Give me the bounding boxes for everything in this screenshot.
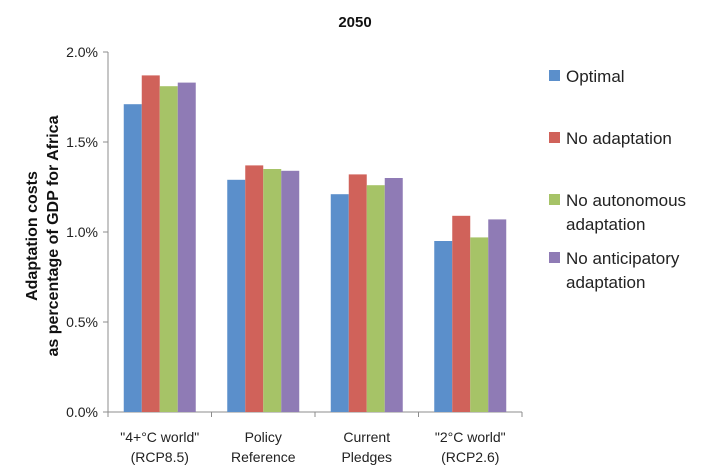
x-tick-label: (RCP8.5) — [131, 449, 189, 465]
x-tick-label: Pledges — [341, 449, 392, 465]
bar-optimal-1 — [227, 179, 246, 412]
bar-no-adaptation-2 — [348, 174, 367, 412]
x-tick-label: "2°C world" — [435, 429, 506, 445]
bar-no-autonomous-adaptation-2 — [366, 185, 385, 412]
y-tick-label: 1.5% — [66, 134, 98, 150]
legend-label: adaptation — [566, 273, 645, 292]
bar-no-anticipatory-adaptation-2 — [384, 178, 403, 412]
y-tick-label: 2.0% — [66, 44, 98, 60]
legend-swatch — [549, 132, 560, 143]
bar-no-adaptation-3 — [452, 215, 471, 412]
legend-swatch — [549, 252, 560, 263]
bar-no-autonomous-adaptation-0 — [159, 86, 178, 412]
y-axis-title: Adaptation costs as percentage of GDP fo… — [24, 115, 62, 356]
bar-no-anticipatory-adaptation-0 — [177, 82, 196, 412]
x-tick-label: Policy — [245, 429, 282, 445]
bar-no-adaptation-1 — [245, 165, 264, 412]
legend-label: Optimal — [566, 67, 625, 86]
legend-swatch — [549, 194, 560, 205]
y-axis-title-line-1: Adaptation costs — [24, 171, 41, 301]
y-tick-label: 0.0% — [66, 404, 98, 420]
bar-no-anticipatory-adaptation-3 — [488, 219, 507, 412]
bar-optimal-0 — [123, 104, 142, 412]
y-tick-label: 1.0% — [66, 224, 98, 240]
bar-no-autonomous-adaptation-1 — [263, 169, 282, 412]
legend-label: adaptation — [566, 215, 645, 234]
y-axis-title-line-2: as percentage of GDP for Africa — [45, 115, 62, 356]
x-tick-label: Current — [343, 429, 390, 445]
bar-optimal-3 — [434, 241, 453, 412]
bar-no-autonomous-adaptation-3 — [470, 237, 489, 412]
plot-area: 0.0% 0.5% 1.0% 1.5% 2.0% "4+°C world" (RCP8.5)… — [66, 44, 523, 465]
bar-optimal-2 — [330, 194, 349, 412]
legend: Optimal No adaptation No autonomous adaptat… — [549, 67, 686, 292]
legend-label: No autonomous — [566, 191, 686, 210]
legend-swatch — [549, 70, 560, 81]
x-tick-label: Reference — [231, 449, 296, 465]
legend-label: No anticipatory — [566, 249, 680, 268]
x-tick-label: "4+°C world" — [120, 429, 199, 445]
legend-label: No adaptation — [566, 129, 672, 148]
bar-no-anticipatory-adaptation-1 — [281, 170, 300, 412]
bar-no-adaptation-0 — [141, 75, 160, 413]
x-tick-label: (RCP2.6) — [441, 449, 499, 465]
y-tick-label: 0.5% — [66, 314, 98, 330]
chart-title: 2050 — [338, 14, 371, 31]
